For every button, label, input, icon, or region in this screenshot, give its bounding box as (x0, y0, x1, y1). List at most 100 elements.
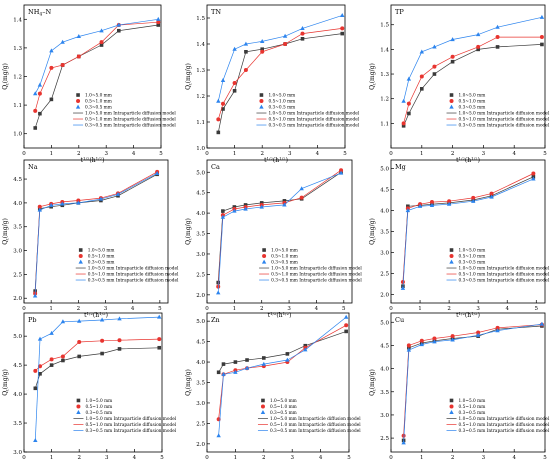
series-line (34, 373, 41, 389)
legend-label: 1.0~5.0 mm Intraparticle diffusion model (459, 112, 550, 117)
x-tick-label: 4 (133, 455, 137, 461)
plot-frame (206, 4, 346, 149)
legend-marker (449, 99, 454, 104)
series-line (478, 16, 542, 35)
y-tick-label: 3.5 (196, 381, 205, 387)
data-point (420, 87, 424, 91)
x-tick-label: 0 (22, 455, 26, 461)
legend-label: 0.3~0.5 mm (459, 261, 486, 266)
data-point (99, 43, 104, 47)
x-tick-label: 3 (482, 455, 486, 461)
data-point (429, 203, 435, 208)
data-point (419, 74, 424, 79)
data-point (401, 440, 406, 445)
series-line (222, 204, 285, 218)
y-axis-label: Qt(mg/g) (2, 218, 10, 245)
x-tick-label: 5 (158, 306, 162, 312)
legend-label: 0.3~0.5 mm Intraparticle diffusion model (85, 124, 176, 129)
data-point (495, 24, 500, 29)
y-tick-label: 2.0 (13, 296, 22, 302)
data-point (221, 107, 225, 111)
data-point (285, 357, 290, 362)
y-tick-label: 1.3 (380, 72, 389, 78)
plot-frame (23, 312, 163, 453)
x-tick-label: 2 (451, 455, 455, 461)
series-line (403, 350, 410, 443)
panel-label: TP (395, 8, 404, 16)
x-tick-label: 1 (50, 151, 54, 157)
series-line (102, 338, 160, 342)
plot-frame (206, 159, 353, 304)
data-point (76, 200, 81, 205)
legend-label: 0.5~1.0 mm (459, 405, 486, 410)
y-tick-label: 3.0 (380, 251, 389, 257)
data-point (37, 336, 43, 341)
legend-marker (78, 254, 83, 259)
legend-marker (449, 93, 454, 97)
legend-marker (76, 404, 81, 409)
data-point (33, 108, 38, 113)
series-line (403, 103, 410, 124)
y-axis-label: Qt(mg/g) (369, 218, 377, 245)
y-tick-label: 2.0 (196, 442, 205, 448)
legend-marker (76, 93, 80, 97)
data-point (115, 191, 121, 196)
data-point (99, 317, 105, 322)
legend-label: 0.3~0.5 mm (271, 261, 298, 266)
data-point (60, 39, 65, 44)
x-tick-label: 4 (132, 151, 136, 157)
legend-label: 0.5~1.0 mm Intraparticle diffusion model (268, 118, 359, 123)
legend-label: 1.0~5.0 mm (459, 399, 486, 404)
series-line (217, 103, 224, 120)
legend-label: 0.5~1.0 mm (270, 405, 297, 410)
data-point (260, 39, 265, 43)
data-point (406, 343, 411, 348)
x-tick-label: 0 (389, 306, 393, 312)
y-tick-label: 1.4 (13, 17, 22, 23)
data-point (407, 111, 411, 116)
data-point (260, 47, 264, 51)
data-point (495, 35, 500, 40)
x-tick-label: 3 (287, 306, 291, 312)
data-point (154, 170, 160, 175)
y-tick-label: 4.5 (196, 191, 205, 197)
data-point (99, 28, 104, 33)
data-point (489, 191, 494, 196)
x-tick-label: 4 (315, 306, 319, 312)
data-point (261, 361, 266, 366)
x-tick-label: 3 (482, 151, 486, 157)
data-point (450, 59, 455, 64)
series-line (39, 353, 103, 375)
legend-label: 1.0~5.0 mm Intraparticle diffusion model (85, 417, 176, 422)
data-point (285, 352, 290, 356)
data-point (429, 200, 434, 205)
data-point (49, 330, 54, 335)
x-tick-label: 3 (476, 306, 480, 312)
data-point (49, 357, 54, 362)
data-point (450, 334, 455, 339)
legend-label: 1.0~5.0 mm (459, 249, 486, 254)
legend-marker (259, 99, 264, 104)
legend-label: 0.3~0.5 mm Intraparticle diffusion model (270, 429, 361, 434)
data-point (100, 338, 105, 343)
x-tick-label: 5 (159, 151, 163, 157)
data-point (49, 363, 54, 367)
data-point (232, 208, 237, 213)
series-line (284, 15, 343, 37)
series-line (403, 78, 410, 102)
x-tick-label: 3 (288, 151, 292, 157)
y-tick-label: 4.5 (13, 363, 22, 369)
x-tick-label: 1 (49, 306, 53, 312)
data-point (216, 370, 221, 375)
data-point (243, 41, 249, 46)
series-line (34, 210, 41, 296)
data-point (489, 194, 494, 199)
data-point (32, 293, 38, 298)
data-point (243, 203, 248, 207)
data-point (48, 202, 54, 207)
y-tick-label: 3.0 (13, 450, 22, 456)
data-point (99, 40, 104, 45)
data-point (216, 130, 221, 135)
x-tick-label: 3 (105, 455, 109, 461)
x-tick-label: 3 (104, 306, 108, 312)
